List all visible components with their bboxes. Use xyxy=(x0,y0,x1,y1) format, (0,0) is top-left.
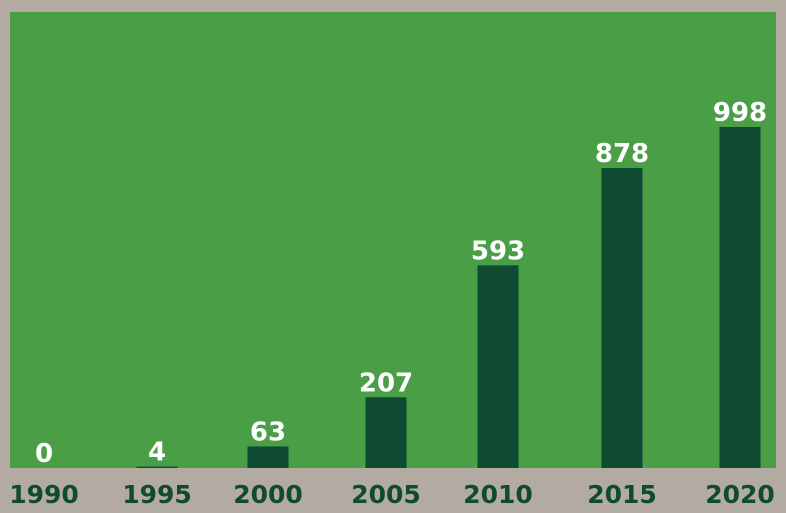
plot-area xyxy=(10,12,776,468)
value-label-2010: 593 xyxy=(471,236,525,266)
bar-2015 xyxy=(601,168,643,468)
category-label-2020: 2020 xyxy=(705,480,775,509)
value-label-2020: 998 xyxy=(713,98,767,128)
value-label-2000: 63 xyxy=(250,417,286,447)
category-label-2015: 2015 xyxy=(587,480,657,509)
value-label-2015: 878 xyxy=(595,139,649,169)
bar-2010 xyxy=(477,265,519,468)
value-label-2005: 207 xyxy=(359,368,413,398)
bar-2020 xyxy=(719,127,761,468)
bar-2005 xyxy=(365,397,407,468)
bar-1995 xyxy=(136,466,178,468)
bar-2000 xyxy=(247,446,289,468)
category-label-2010: 2010 xyxy=(463,480,533,509)
category-label-2000: 2000 xyxy=(233,480,303,509)
category-label-1995: 1995 xyxy=(122,480,192,509)
category-label-1990: 1990 xyxy=(9,480,79,509)
category-label-2005: 2005 xyxy=(351,480,421,509)
value-label-1995: 4 xyxy=(148,438,166,468)
value-label-1990: 0 xyxy=(35,439,53,469)
